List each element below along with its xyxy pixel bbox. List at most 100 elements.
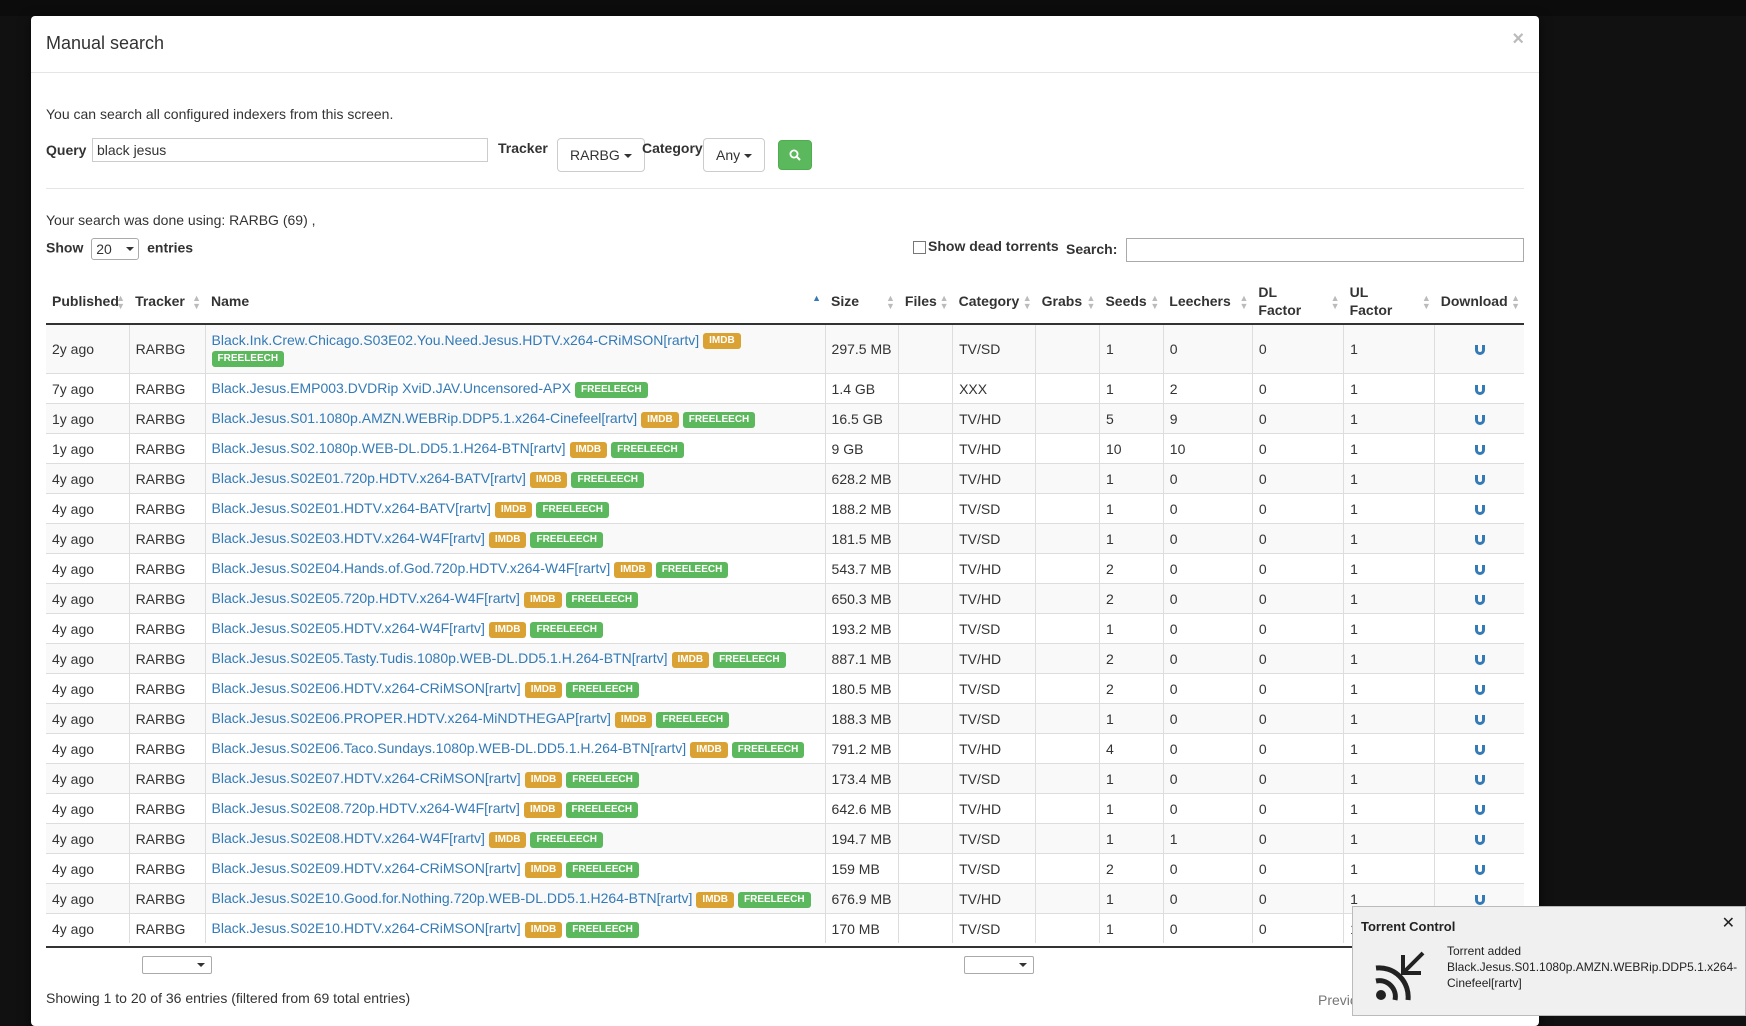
torrent-name-link[interactable]: Black.Jesus.S02E05.720p.HDTV.x264-W4F[ra…	[211, 590, 520, 607]
imdb-badge[interactable]: IMDB	[488, 831, 527, 848]
torrent-name-link[interactable]: Black.Ink.Crew.Chicago.S03E02.You.Need.J…	[211, 331, 700, 348]
size-cell: 194.7 MB	[824, 823, 899, 854]
magnet-icon[interactable]	[1474, 531, 1486, 547]
page-length-value: 20	[96, 241, 112, 257]
torrent-name-link[interactable]: Black.Jesus.S02E06.Taco.Sundays.1080p.WE…	[211, 740, 687, 757]
col-name[interactable]: Name ▲	[205, 278, 826, 325]
col-dl-factor[interactable]: DL Factor ▲ ▼	[1252, 278, 1344, 325]
category-filter-select[interactable]	[964, 956, 1034, 974]
imdb-badge[interactable]: IMDB	[614, 711, 653, 728]
download-cell	[1434, 613, 1524, 644]
category-dropdown[interactable]: Any	[703, 138, 766, 172]
torrent-name-link[interactable]: Black.Jesus.S02E06.PROPER.HDTV.x264-MiND…	[211, 710, 611, 727]
imdb-badge[interactable]: IMDB	[614, 561, 652, 578]
query-input[interactable]	[92, 138, 488, 162]
intro-text: You can search all configured indexers f…	[46, 106, 394, 122]
torrent-name-link[interactable]: Black.Jesus.EMP003.DVDRip XviD.JAV.Uncen…	[211, 380, 572, 397]
close-button[interactable]: ×	[1512, 28, 1524, 50]
imdb-badge[interactable]: IMDB	[529, 471, 568, 488]
imdb-badge[interactable]: IMDB	[524, 681, 563, 698]
published-cell: 4y ago	[46, 703, 130, 734]
magnet-icon[interactable]	[1474, 891, 1486, 907]
magnet-icon[interactable]	[1474, 561, 1486, 577]
magnet-icon[interactable]	[1474, 441, 1486, 457]
magnet-icon[interactable]	[1474, 621, 1486, 637]
table-search-input[interactable]	[1126, 238, 1524, 262]
imdb-badge[interactable]: IMDB	[671, 651, 710, 668]
notification-close-icon[interactable]: ✕	[1721, 915, 1735, 932]
imdb-badge[interactable]: IMDB	[524, 861, 563, 878]
imdb-badge[interactable]: IMDB	[641, 411, 679, 428]
magnet-icon[interactable]	[1474, 741, 1486, 757]
imdb-badge[interactable]: IMDB	[488, 531, 527, 548]
col-ul-factor[interactable]: UL Factor ▲ ▼	[1343, 278, 1435, 325]
freeleech-badge: FREELEECH	[566, 771, 639, 788]
magnet-icon[interactable]	[1474, 831, 1486, 847]
torrent-name-link[interactable]: Black.Jesus.S02E01.720p.HDTV.x264-BATV[r…	[211, 470, 526, 487]
leechers-cell: 0	[1162, 733, 1253, 764]
col-download[interactable]: Download ▲ ▼	[1434, 278, 1524, 325]
torrent-name-link[interactable]: Black.Jesus.S02E01.HDTV.x264-BATV[rartv]	[211, 500, 491, 517]
page-length-select[interactable]: 20	[91, 238, 140, 260]
col-size[interactable]: Size ▲ ▼	[825, 278, 899, 325]
imdb-badge[interactable]: IMDB	[690, 741, 728, 758]
col-leechers[interactable]: Leechers ▲ ▼	[1163, 278, 1253, 325]
torrent-name-link[interactable]: Black.Jesus.S02E05.Tasty.Tudis.1080p.WEB…	[211, 650, 668, 667]
tracker-dropdown[interactable]: RARBG	[557, 138, 645, 172]
imdb-badge[interactable]: IMDB	[488, 621, 527, 638]
imdb-badge[interactable]: IMDB	[703, 333, 741, 349]
magnet-icon[interactable]	[1474, 801, 1486, 817]
col-seeds[interactable]: Seeds ▲ ▼	[1099, 278, 1164, 325]
col-grabs[interactable]: Grabs ▲ ▼	[1035, 278, 1100, 325]
torrent-name-link[interactable]: Black.Jesus.S02E10.Good.for.Nothing.720p…	[211, 890, 693, 907]
col-files[interactable]: Files ▲ ▼	[898, 278, 953, 325]
seeds-cell: 4	[1098, 733, 1164, 764]
torrent-name-link[interactable]: Black.Jesus.S02E08.HDTV.x264-W4F[rartv]	[211, 830, 485, 847]
imdb-badge[interactable]: IMDB	[524, 921, 563, 938]
imdb-badge[interactable]: IMDB	[523, 591, 562, 608]
imdb-badge[interactable]: IMDB	[494, 501, 533, 518]
grabs-cell	[1035, 763, 1100, 794]
magnet-icon[interactable]	[1474, 341, 1486, 357]
seeds-cell: 2	[1098, 583, 1164, 614]
show-dead-checkbox[interactable]	[913, 240, 926, 254]
magnet-icon[interactable]	[1474, 771, 1486, 787]
torrent-name-link[interactable]: Black.Jesus.S02E04.Hands.of.God.720p.HDT…	[211, 560, 611, 577]
name-cell: Black.Jesus.S02E06.HDTV.x264-CRiMSON[rar…	[204, 673, 826, 704]
tracker-cell: RARBG	[128, 793, 206, 824]
torrent-name-link[interactable]: Black.Jesus.S02E06.HDTV.x264-CRiMSON[rar…	[211, 680, 521, 697]
ul-factor-cell: 1	[1343, 613, 1435, 644]
tracker-filter-select[interactable]	[142, 956, 212, 974]
torrent-control-notification[interactable]: Torrent Control ✕ Torrent added Black.Je…	[1352, 906, 1746, 1016]
torrent-name-link[interactable]: Black.Jesus.S01.1080p.AMZN.WEBRip.DDP5.1…	[211, 410, 638, 427]
magnet-icon[interactable]	[1474, 651, 1486, 667]
freeleech-badge: FREELEECH	[575, 381, 648, 398]
torrent-name-link[interactable]: Black.Jesus.S02E07.HDTV.x264-CRiMSON[rar…	[211, 770, 521, 787]
magnet-icon[interactable]	[1474, 381, 1486, 397]
imdb-badge[interactable]: IMDB	[569, 441, 608, 458]
magnet-icon[interactable]	[1474, 681, 1486, 697]
torrent-name-link[interactable]: Black.Jesus.S02E03.HDTV.x264-W4F[rartv]	[211, 530, 485, 547]
torrent-name-link[interactable]: Black.Jesus.S02E10.HDTV.x264-CRiMSON[rar…	[211, 920, 521, 937]
category-cell: TV/HD	[952, 553, 1036, 584]
imdb-badge[interactable]: IMDB	[523, 801, 562, 818]
magnet-icon[interactable]	[1474, 711, 1486, 727]
col-category[interactable]: Category ▲ ▼	[952, 278, 1036, 325]
magnet-icon[interactable]	[1474, 591, 1486, 607]
download-cell	[1434, 583, 1524, 614]
torrent-name-link[interactable]: Black.Jesus.S02E09.HDTV.x264-CRiMSON[rar…	[211, 860, 521, 877]
magnet-icon[interactable]	[1474, 861, 1486, 877]
torrent-name-link[interactable]: Black.Jesus.S02.1080p.WEB-DL.DD5.1.H264-…	[211, 440, 566, 457]
imdb-badge[interactable]: IMDB	[696, 891, 734, 908]
imdb-badge[interactable]: IMDB	[524, 771, 563, 788]
magnet-icon[interactable]	[1474, 501, 1486, 517]
size-cell: 16.5 GB	[824, 403, 899, 434]
magnet-icon[interactable]	[1474, 471, 1486, 487]
show-dead-toggle[interactable]: Show dead torrents	[913, 238, 1059, 254]
torrent-name-link[interactable]: Black.Jesus.S02E05.HDTV.x264-W4F[rartv]	[211, 620, 485, 637]
search-button[interactable]	[778, 140, 812, 170]
col-tracker[interactable]: Tracker ▲ ▼	[129, 278, 206, 325]
magnet-icon[interactable]	[1474, 411, 1486, 427]
torrent-name-link[interactable]: Black.Jesus.S02E08.720p.HDTV.x264-W4F[ra…	[211, 800, 520, 817]
col-published[interactable]: Published ▲ ▼	[46, 278, 130, 325]
